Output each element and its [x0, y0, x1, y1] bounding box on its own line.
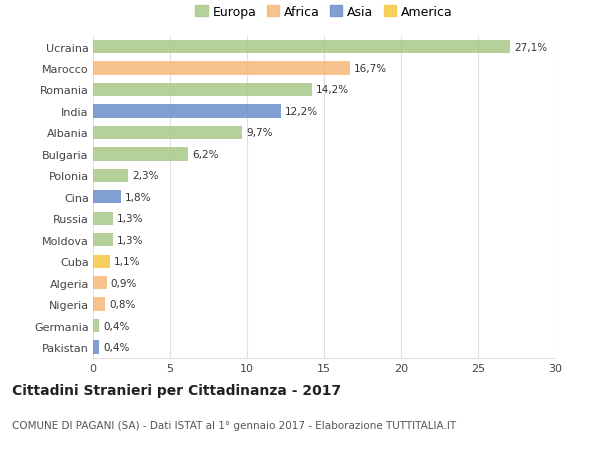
Bar — [93, 84, 311, 97]
Bar — [93, 105, 281, 118]
Text: 14,2%: 14,2% — [316, 85, 349, 95]
Bar — [93, 212, 113, 225]
Text: 0,9%: 0,9% — [111, 278, 137, 288]
Text: 2,3%: 2,3% — [132, 171, 159, 181]
Bar — [93, 319, 99, 332]
Bar — [93, 276, 107, 290]
Text: 1,8%: 1,8% — [125, 192, 151, 202]
Text: 0,4%: 0,4% — [103, 342, 130, 353]
Bar — [93, 341, 99, 354]
Bar — [93, 191, 121, 204]
Text: 1,1%: 1,1% — [114, 257, 140, 267]
Bar — [93, 169, 128, 183]
Text: COMUNE DI PAGANI (SA) - Dati ISTAT al 1° gennaio 2017 - Elaborazione TUTTITALIA.: COMUNE DI PAGANI (SA) - Dati ISTAT al 1°… — [12, 420, 456, 430]
Text: 1,3%: 1,3% — [117, 214, 143, 224]
Bar — [93, 41, 511, 54]
Bar — [93, 127, 242, 140]
Bar — [93, 234, 113, 247]
Bar — [93, 62, 350, 75]
Text: 6,2%: 6,2% — [193, 150, 219, 160]
Text: 27,1%: 27,1% — [514, 42, 547, 52]
Bar — [93, 298, 106, 311]
Text: Cittadini Stranieri per Cittadinanza - 2017: Cittadini Stranieri per Cittadinanza - 2… — [12, 383, 341, 397]
Text: 0,8%: 0,8% — [109, 299, 136, 309]
Text: 1,3%: 1,3% — [117, 235, 143, 245]
Text: 9,7%: 9,7% — [246, 128, 273, 138]
Text: 12,2%: 12,2% — [285, 106, 318, 117]
Legend: Europa, Africa, Asia, America: Europa, Africa, Asia, America — [190, 1, 458, 24]
Text: 16,7%: 16,7% — [354, 64, 387, 74]
Bar — [93, 255, 110, 268]
Bar — [93, 148, 188, 161]
Text: 0,4%: 0,4% — [103, 321, 130, 331]
